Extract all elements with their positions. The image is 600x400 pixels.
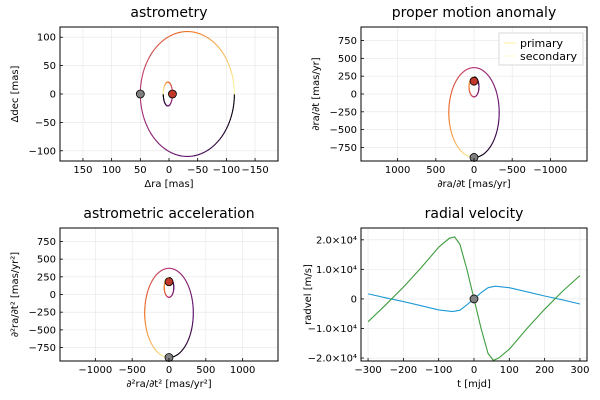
- x-tick-label: 150: [73, 165, 92, 176]
- y-tick-label: 50: [43, 61, 56, 72]
- legend-label-secondary: secondary: [520, 50, 577, 63]
- y-axis-label: ∂ra/∂t [mas/yr]: [311, 57, 322, 130]
- marker-secondary: [164, 277, 174, 287]
- x-tick-label: −50: [187, 165, 208, 176]
- y-tick-label: −500: [29, 325, 56, 336]
- y-tick-label: 0: [50, 90, 56, 101]
- marker-primary: [469, 294, 479, 304]
- x-axis-label: ∂²ra/∂t² [mas/yr²]: [126, 379, 211, 390]
- plot-area: [144, 267, 194, 359]
- chart-title: astrometry: [130, 5, 207, 21]
- y-tick-label: 2.0×10⁴: [316, 235, 357, 246]
- y-tick-label: 250: [338, 72, 357, 83]
- x-tick-label: 0: [166, 165, 172, 176]
- y-tick-label: 500: [37, 255, 56, 266]
- x-axis-label: Δra [mas]: [144, 179, 193, 190]
- x-tick-label: 200: [535, 365, 554, 376]
- x-tick-label: 0: [471, 365, 477, 376]
- y-tick-label: 500: [338, 54, 357, 65]
- x-tick-label: 1000: [385, 165, 410, 176]
- legend-box: [498, 32, 584, 66]
- y-axis-label: radvel [m/s]: [303, 264, 314, 325]
- marker-secondary: [469, 76, 479, 86]
- x-tick-label: 500: [426, 165, 445, 176]
- y-tick-label: 1.0×10⁴: [316, 265, 357, 276]
- y-tick-label: −50: [35, 118, 56, 129]
- x-tick-label: 1000: [230, 365, 255, 376]
- y-tick-label: −100: [29, 146, 56, 157]
- y-tick-label: 0: [351, 90, 357, 101]
- x-axis-label: ∂ra/∂t [mas/yr]: [437, 179, 510, 190]
- y-tick-label: −500: [330, 125, 357, 136]
- y-tick-label: 0: [50, 290, 56, 301]
- marker-primary: [135, 89, 145, 99]
- x-tick-label: 100: [102, 165, 121, 176]
- y-tick-label: −1.0×10⁴: [308, 324, 357, 335]
- x-tick-label: 0: [471, 165, 477, 176]
- x-tick-label: 500: [196, 365, 215, 376]
- x-tick-label: −1000: [533, 165, 567, 176]
- chart-title: astrometric acceleration: [83, 206, 254, 222]
- x-tick-label: −150: [241, 165, 268, 176]
- x-tick-label: −500: [118, 365, 145, 376]
- y-tick-label: 250: [37, 272, 56, 283]
- x-tick-label: −1000: [78, 365, 112, 376]
- panel-radial-velocity: −300 −200 −100 0 100 200 300 −2.0×10⁴ −1.0×10⁴ 0 1…: [303, 206, 589, 390]
- x-tick-label: −200: [390, 365, 417, 376]
- marker-secondary: [168, 89, 177, 99]
- y-tick-label: −250: [29, 308, 56, 319]
- x-tick-label: 300: [570, 365, 589, 376]
- y-axis-label: Δdec [mas]: [10, 65, 21, 122]
- y-tick-label: 0: [351, 294, 357, 305]
- x-tick-label: −500: [498, 165, 525, 176]
- plot-area: [139, 30, 235, 158]
- x-tick-label: 50: [134, 165, 147, 176]
- y-tick-label: 750: [338, 36, 357, 47]
- x-tick-label: −300: [354, 365, 381, 376]
- orbit-outer: [139, 30, 235, 158]
- legend-label-primary: primary: [520, 37, 564, 50]
- y-axis-label: ∂²ra/∂t² [mas/yr²]: [10, 252, 21, 337]
- y-tick-label: 100: [37, 33, 56, 44]
- x-tick-label: 0: [166, 365, 172, 376]
- x-tick-label: 100: [500, 365, 519, 376]
- x-tick-label: −100: [425, 365, 452, 376]
- y-tick-label: −750: [330, 143, 357, 154]
- y-tick-label: −250: [330, 107, 357, 118]
- orbit-outer: [144, 267, 194, 359]
- panel-astrometry: 150 100 50 0 −50 −100 −150−100−50050100astrome…: [10, 5, 279, 190]
- y-tick-label: −750: [29, 343, 56, 354]
- panel-proper-motion-anomaly: 1000 500 0 −500 −1000 −750 −500 −250 0 250 500 750 p…: [311, 5, 588, 190]
- panel-astrometric-acceleration: −1000 −500 0 500 1000 −750 −500 −250 0 250 500 750 a…: [10, 206, 279, 390]
- x-tick-label: −100: [213, 165, 240, 176]
- y-tick-label: 750: [37, 237, 56, 248]
- y-tick-label: −2.0×10⁴: [308, 354, 357, 365]
- x-axis-label: t [mjd]: [457, 379, 491, 390]
- chart-title: proper motion anomaly: [392, 5, 557, 21]
- chart-title: radial velocity: [425, 206, 524, 222]
